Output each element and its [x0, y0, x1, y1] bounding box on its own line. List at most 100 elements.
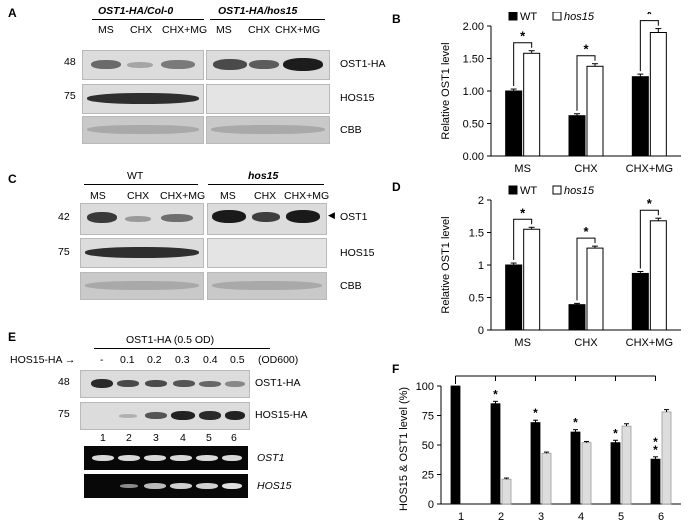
panel-c-ost1-blot-right: [207, 203, 327, 235]
bar-hos15-MS: [523, 52, 541, 157]
band: [91, 60, 121, 69]
chart-f: 0 25 50 75 100 HOS15 & OST1 level (%) 1 * 2 * 3 * 4 *…: [398, 375, 681, 522]
panel-a-marker-75: 75: [64, 90, 76, 102]
significance-star: *: [520, 29, 526, 44]
panel-a-cbb-blot-right: [206, 116, 330, 144]
band: [119, 414, 137, 418]
y-tick-label: 100: [416, 381, 434, 393]
y-tick-label: 0: [428, 499, 434, 511]
panel-e-hos15-label: HOS15-HA →: [10, 354, 76, 366]
significance-bracket: [576, 237, 596, 301]
panel-e-dose-4: 0.3: [175, 354, 190, 366]
band: [170, 483, 192, 489]
panel-e-row1-label: OST1-HA: [255, 377, 301, 389]
band: [199, 411, 221, 420]
x-tick-label: 1: [458, 511, 464, 522]
x-tick-label: CHX+MG: [626, 337, 673, 349]
y-tick-label: 1.00: [463, 86, 484, 98]
panel-e-lane-6: 6: [231, 432, 237, 444]
significance-star: *: [583, 42, 589, 57]
y-tick-label: 0: [478, 325, 484, 337]
bar-OST1-1: [450, 385, 461, 505]
panel-a-lane-3: CHX+MG: [162, 24, 208, 36]
y-tick-label: 25: [422, 470, 434, 482]
y-axis-label: HOS15 & OST1 level (%): [398, 387, 410, 511]
y-tick-label: 2.00: [463, 21, 484, 33]
bar-OST1-5: [610, 442, 621, 505]
panel-a-cbb-blot-left: [82, 116, 204, 144]
panel-a-lane-5: CHX: [248, 24, 271, 36]
band: [85, 247, 199, 258]
significance-bracket: [639, 209, 659, 269]
bar-hos15-CHX+MG: [649, 32, 667, 157]
y-axis-label: Relative OST1 level: [440, 216, 452, 313]
x-tick-label: 2: [498, 511, 504, 522]
panel-c-letter: C: [8, 172, 17, 186]
panel-a-lane-4: MS: [216, 24, 232, 36]
panel-a-lane-1: MS: [98, 24, 114, 36]
bar-WT-MS: [505, 264, 523, 331]
significance-star: *: [520, 205, 526, 220]
panel-c-lane-4: MS: [220, 190, 236, 202]
band: [222, 455, 242, 461]
significance-star: *: [573, 416, 578, 430]
band: [145, 412, 167, 419]
panel-c-hos15-blot-right: [207, 238, 327, 268]
band: [173, 380, 195, 387]
x-tick-label: MS: [514, 337, 531, 349]
bar-hos15-MS: [523, 228, 541, 331]
panel-e-dose-3: 0.2: [147, 354, 162, 366]
band: [196, 455, 218, 461]
chart-d: 0 0.5 1 1.5 2 Relative OST1 level * MS * CHX * CHX+…: [440, 185, 681, 349]
y-tick-label: 0.50: [463, 119, 484, 131]
significance-star: *: [653, 435, 658, 449]
panel-c-hos15-blot-left: [80, 238, 204, 268]
bar-HOS15-4: [581, 442, 592, 505]
panel-e-lane-5: 5: [206, 432, 212, 444]
chart-b: 0.00 0.50 1.00 1.50 2.00 Relative OST1 level *…: [440, 12, 681, 175]
panel-a-group1-label: OST1-HA/Col-0: [98, 5, 174, 17]
panel-c-lane-5: CHX: [254, 190, 277, 202]
band: [118, 455, 140, 461]
band: [91, 379, 113, 388]
panel-a-hos15-blot-left: [82, 84, 204, 114]
band: [120, 484, 138, 488]
panel-c-row2-label: HOS15: [340, 247, 375, 259]
panel-e-lane-4: 4: [180, 432, 186, 444]
bar-WT-CHX+MG: [631, 272, 649, 331]
panel-e-hos15-gel: [84, 474, 248, 498]
panel-e-dose-6: 0.5: [230, 354, 245, 366]
significance-star: *: [613, 426, 618, 440]
panel-a-row2-label: HOS15: [340, 92, 375, 104]
panel-a-group2-line: [210, 19, 325, 20]
bar-OST1-6: [650, 458, 661, 505]
panel-a-group2-label: OST1-HA/hos15: [218, 5, 298, 17]
panel-e-title: OST1-HA (0.5 OD): [126, 334, 215, 346]
panel-c-marker-42: 42: [58, 211, 70, 223]
panel-c-marker-75: 75: [58, 246, 70, 258]
y-axis-label: Relative OST1 level: [440, 42, 452, 139]
band: [144, 455, 166, 461]
bar-WT-MS: [505, 90, 523, 157]
panel-a-hos15-blot-right: [206, 84, 330, 114]
bar-WT-CHX: [568, 115, 586, 157]
panel-d-letter: D: [392, 180, 401, 194]
panel-a-row3-label: CBB: [340, 124, 362, 136]
bar-OST1-4: [570, 431, 581, 505]
significance-bracket: [576, 55, 596, 111]
band: [87, 125, 199, 134]
significance-bracket: [639, 20, 659, 72]
panel-a-letter: A: [8, 6, 17, 20]
panel-e-ost1-gel: [84, 446, 248, 470]
x-tick-label: CHX: [574, 337, 598, 349]
panel-e-row4-label: HOS15: [257, 480, 292, 492]
legend-label-WT: WT: [520, 185, 537, 197]
significance-bracket: [513, 42, 533, 87]
panel-c-arrowhead-icon: ◀: [328, 210, 335, 220]
panel-a-lane-2: CHX: [130, 24, 153, 36]
significance-star: *: [647, 196, 653, 211]
panel-c-cbb-blot-right: [207, 272, 327, 300]
band: [222, 483, 242, 489]
band: [213, 59, 247, 70]
band: [171, 411, 195, 420]
